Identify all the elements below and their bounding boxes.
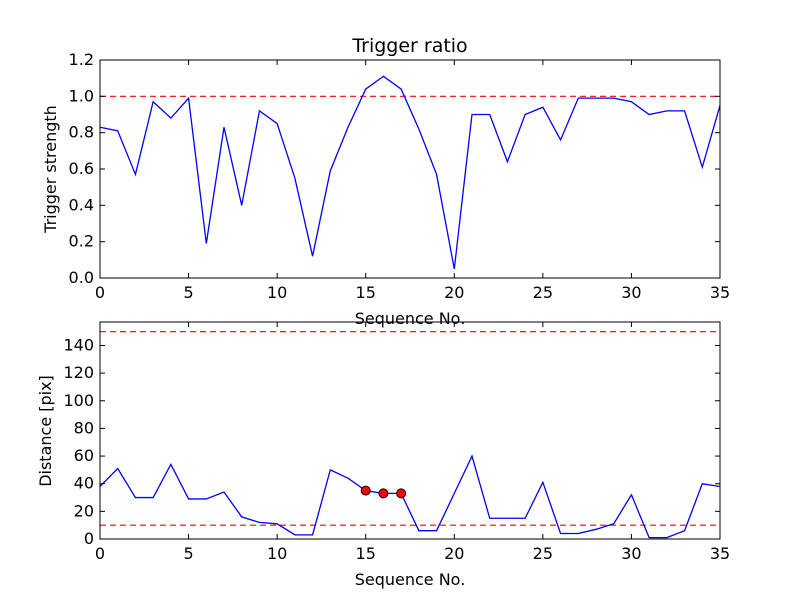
series-line [100,454,720,539]
x-tick-label: 10 [267,544,287,563]
trigger-ratio-chart: Trigger ratio Sequence No. Trigger stren… [41,35,730,328]
x-tick-label: 5 [183,544,193,563]
y-tick-label: 0.4 [69,195,94,214]
x-tick-label: 35 [710,544,730,563]
y-tick-label: 140 [63,335,94,354]
x-tick-label: 15 [356,544,376,563]
x-tick-label: 20 [444,283,464,302]
x-tick-label: 0 [95,283,105,302]
x-tick-label: 30 [621,283,641,302]
axes-frame [99,321,721,540]
y-tick-label: 100 [63,391,94,410]
x-axis-label: Sequence No. [355,309,466,328]
y-tick-label: 20 [74,501,94,520]
y-tick-label: 0.0 [69,268,94,287]
x-tick-label: 25 [533,544,553,563]
y-axis-label: Distance [pix] [36,375,55,487]
plot-area [100,331,720,539]
y-tick-label: 80 [74,418,94,437]
x-tick-label: 30 [621,544,641,563]
x-tick-label: 10 [267,283,287,302]
y-tick-label: 0 [84,529,94,548]
y-tick-label: 1.2 [69,50,94,69]
y-tick-label: 120 [63,363,94,382]
y-axis-label: Trigger strength [41,105,60,234]
y-tick-label: 60 [74,446,94,465]
y-tick-label: 0.6 [69,159,94,178]
series-line [100,75,720,270]
x-tick-label: 20 [444,544,464,563]
x-tick-label: 5 [183,283,193,302]
chart-title: Trigger ratio [351,35,467,57]
y-tick-label: 40 [74,474,94,493]
data-marker [396,488,407,499]
x-axis-label: Sequence No. [355,570,466,589]
x-tick-label: 15 [356,283,376,302]
x-tick-label: 35 [710,283,730,302]
x-tick-label: 0 [95,544,105,563]
y-tick-label: 0.8 [69,123,94,142]
data-marker [378,488,389,499]
x-tick-label: 25 [533,283,553,302]
plot-area [100,75,720,270]
distance-chart: Sequence No. Distance [pix] 0 5 10 15 20 25 30… [36,321,730,589]
y-tick-label: 1.0 [69,86,94,105]
y-tick-label: 0.2 [69,232,94,251]
data-marker [360,485,371,496]
